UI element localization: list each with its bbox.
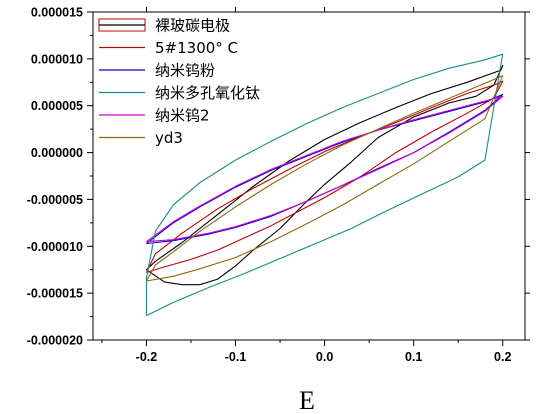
x-tick-labels: -0.2 -0.1 0.0 0.1 0.2 [136, 350, 512, 364]
series-line-6 [145, 75, 504, 282]
y-tick-label: -0.000005 [27, 193, 83, 207]
x-tick-label: 0.1 [405, 350, 422, 364]
y-tick-label: 0.000000 [31, 146, 83, 160]
series-line-5 [146, 95, 504, 243]
legend-label: 裸玻碳电极 [155, 17, 230, 35]
plot-frame [92, 11, 526, 341]
y-tick-label: 0.000010 [31, 52, 83, 66]
y-tick-labels: 0.000015 0.000010 0.000005 0.000000 -0.00000… [27, 6, 83, 348]
series-curves [145, 53, 504, 317]
series-line-1 [146, 64, 504, 286]
series-line-4 [145, 53, 504, 317]
x-axis-title: E [299, 386, 315, 414]
y-tick-label: -0.000015 [27, 287, 83, 301]
series-line-2 [145, 80, 504, 274]
x-tick-label: 0.0 [316, 350, 333, 364]
legend-label: 5#1300° C [155, 39, 238, 57]
axis-ticks [87, 7, 530, 346]
y-tick-label: 0.000015 [31, 6, 83, 20]
y-tick-label: 0.000005 [31, 99, 83, 113]
x-tick-label: 0.2 [494, 350, 511, 364]
y-tick-label: -0.000020 [27, 334, 83, 348]
x-tick-label: -0.2 [136, 350, 158, 364]
legend-label: 纳米钨粉 [155, 62, 215, 80]
series-line-3 [146, 93, 504, 245]
y-tick-label: -0.000010 [27, 240, 83, 254]
legend-label: 纳米钨2 [155, 107, 210, 125]
plot-frame-rect [92, 11, 526, 341]
x-tick-label: -0.1 [225, 350, 247, 364]
legend-label: yd3 [155, 129, 183, 147]
legend-label: 纳米多孔氧化钛 [155, 84, 260, 102]
